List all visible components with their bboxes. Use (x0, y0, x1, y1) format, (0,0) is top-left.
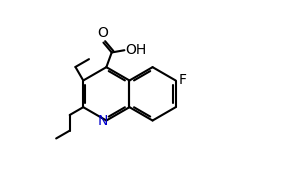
Text: O: O (97, 26, 108, 40)
Text: OH: OH (125, 43, 146, 57)
Text: F: F (179, 73, 187, 87)
Text: N: N (98, 114, 108, 128)
